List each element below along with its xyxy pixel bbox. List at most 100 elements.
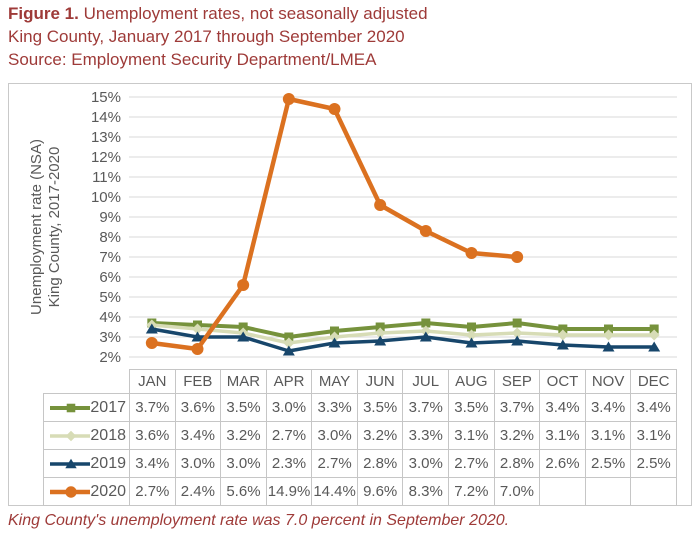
month-header-cell: SEP <box>493 369 541 394</box>
value-cell: 2.5% <box>584 449 632 478</box>
value-cell: 2.8% <box>356 449 404 478</box>
value-cell: 3.1% <box>584 421 632 450</box>
series-marker-triangle <box>374 335 387 346</box>
value-cell: 3.7% <box>402 393 450 422</box>
gridlines: 15% 14% 13% 12% 11% 10% 9% 8% 7% 6% 5% 4% 3% 2% <box>91 89 677 366</box>
series-marker-circle <box>419 225 432 237</box>
y-axis-tick-label: 13% <box>91 129 121 146</box>
value-cell: 3.7% <box>129 393 176 422</box>
value-cell: 14.4% <box>311 477 358 506</box>
series-marker-diamond <box>557 329 569 341</box>
month-header-cell: JUL <box>402 369 450 394</box>
series-marker-triangle <box>648 341 661 352</box>
series-marker-triangle <box>556 339 569 350</box>
y-axis-title-line2: King County, 2017-2020 <box>46 146 63 308</box>
series-marker-square <box>284 332 294 342</box>
month-header-cell: JAN <box>129 369 176 394</box>
figure-title-line1: Figure 1. Unemployment rates, not season… <box>8 2 428 25</box>
value-cell: 3.5% <box>220 393 267 422</box>
value-cell: 3.2% <box>220 421 267 450</box>
series-marker-diamond <box>283 337 295 349</box>
y-axis-tick-label: 5% <box>99 289 121 306</box>
series-marker-circle <box>191 343 204 355</box>
value-cell: 7.2% <box>448 477 495 506</box>
y-axis-tick-label: 15% <box>91 89 121 106</box>
value-cell: 3.0% <box>311 421 358 450</box>
series-marker-square <box>66 403 76 412</box>
value-cell: 3.4% <box>630 393 677 422</box>
series-marker-diamond <box>648 329 660 341</box>
value-cell: 3.0% <box>265 393 313 422</box>
series-marker-diamond <box>65 430 77 441</box>
value-cell: 2.8% <box>493 449 541 478</box>
series-marker-diamond <box>374 327 386 339</box>
y-axis-tick-label: 6% <box>99 269 121 286</box>
series-marker-triangle <box>419 331 432 342</box>
table-row-2018: 2018 3.6% 3.4% 3.2% 2.7% 3.0% 3.2% 3.3% 3.1% 3.2%… <box>43 421 677 450</box>
series-marker-triangle <box>511 335 524 346</box>
month-header-cell: NOV <box>584 369 632 394</box>
y-axis-tick-label: 2% <box>99 349 121 366</box>
value-cell: 3.4% <box>129 449 176 478</box>
month-header-cell: MAY <box>311 369 358 394</box>
y-axis-tick-label: 7% <box>99 249 121 266</box>
line-chart: 15% 14% 13% 12% 11% 10% 9% 8% 7% 6% 5% 4% 3% 2% <box>91 89 677 366</box>
series-2020 <box>145 93 524 355</box>
table-row-2020: 2020 2.7% 2.4% 5.6% 14.9% 14.4% 9.6% 8.3% 7.2% 7.… <box>43 477 677 506</box>
value-cell: 2.6% <box>539 449 586 478</box>
month-header-cell: JUN <box>356 369 404 394</box>
value-cell <box>539 477 586 506</box>
series-line-2018 <box>150 323 656 345</box>
y-axis-tick-label: 8% <box>99 229 121 246</box>
series-marker-square <box>421 318 431 328</box>
value-cell: 3.4% <box>174 421 222 450</box>
table-row-2017: 2017 3.7% 3.6% 3.5% 3.0% 3.3% 3.5% 3.7% 3.5% 3.7%… <box>43 393 677 422</box>
legend-year-label: 2019 <box>90 454 126 472</box>
footnote: King County's unemployment rate was 7.0 … <box>8 512 510 529</box>
legend-cell-2019: 2019 <box>43 449 130 478</box>
series-marker-circle <box>465 247 478 259</box>
series-marker-circle <box>65 485 77 498</box>
series-marker-triangle <box>65 458 77 468</box>
month-header-cell: FEB <box>174 369 222 394</box>
value-cell: 2.7% <box>311 449 358 478</box>
series-marker-diamond <box>511 327 523 339</box>
value-cell: 2.5% <box>630 449 677 478</box>
value-cell: 2.4% <box>174 477 222 506</box>
legend-marker-2019-icon <box>50 458 91 468</box>
value-cell: 8.3% <box>402 477 450 506</box>
y-axis-tick-label: 11% <box>92 169 121 186</box>
value-cell: 3.4% <box>584 393 632 422</box>
data-table: JAN FEB MAR APR MAY JUN JUL AUG SEP OCT NOV DEC 2017… <box>43 369 677 506</box>
figure-number-label: Figure 1. <box>8 4 79 23</box>
value-cell: 3.1% <box>539 421 586 450</box>
month-header-cell: AUG <box>448 369 495 394</box>
value-cell: 3.7% <box>493 393 541 422</box>
month-header-cell: DEC <box>630 369 677 394</box>
value-cell: 3.3% <box>311 393 358 422</box>
value-cell: 14.9% <box>265 477 313 506</box>
value-cell: 3.1% <box>630 421 677 450</box>
value-cell: 5.6% <box>220 477 267 506</box>
value-cell <box>630 477 677 506</box>
value-cell: 3.0% <box>174 449 222 478</box>
legend-cell-2020: 2020 <box>43 477 130 506</box>
value-cell: 3.3% <box>402 421 450 450</box>
y-axis-tick-label: 4% <box>99 309 121 326</box>
y-axis-tick-label: 9% <box>99 209 121 226</box>
legend-year-label: 2018 <box>90 426 126 444</box>
value-cell: 7.0% <box>493 477 541 506</box>
series-marker-square <box>512 318 522 328</box>
series-marker-circle <box>328 103 341 115</box>
y-axis-tick-label: 10% <box>91 189 121 206</box>
series-marker-triangle <box>602 341 615 352</box>
value-cell: 3.5% <box>356 393 404 422</box>
figure-title: Figure 1. Unemployment rates, not season… <box>8 2 428 71</box>
value-cell: 3.0% <box>402 449 450 478</box>
series-marker-diamond <box>466 329 477 341</box>
legend-year-label: 2020 <box>90 482 126 500</box>
series-marker-square <box>649 324 659 334</box>
table-row-2019: 2019 3.4% 3.0% 3.0% 2.3% 2.7% 2.8% 3.0% 2.7% 2.8%… <box>43 449 677 478</box>
value-cell: 2.3% <box>265 449 313 478</box>
figure-title-line2: King County, January 2017 through Septem… <box>8 27 405 46</box>
